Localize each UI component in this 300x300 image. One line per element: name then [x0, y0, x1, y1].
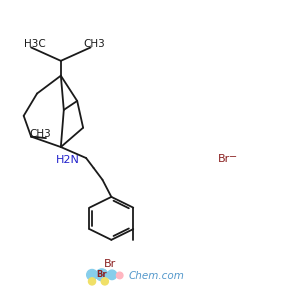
Text: Br: Br	[104, 260, 116, 269]
Circle shape	[101, 278, 108, 285]
Text: Br: Br	[218, 154, 231, 164]
Circle shape	[87, 269, 98, 280]
Circle shape	[107, 270, 117, 280]
Text: Br: Br	[97, 270, 107, 279]
Circle shape	[96, 269, 108, 281]
Text: H2N: H2N	[56, 155, 80, 165]
Text: CH3: CH3	[83, 40, 105, 50]
Text: Chem.com: Chem.com	[129, 271, 184, 281]
Text: −: −	[229, 152, 237, 161]
Text: H3C: H3C	[24, 40, 45, 50]
Circle shape	[116, 272, 123, 279]
Circle shape	[88, 278, 96, 285]
Text: CH3: CH3	[30, 129, 51, 139]
